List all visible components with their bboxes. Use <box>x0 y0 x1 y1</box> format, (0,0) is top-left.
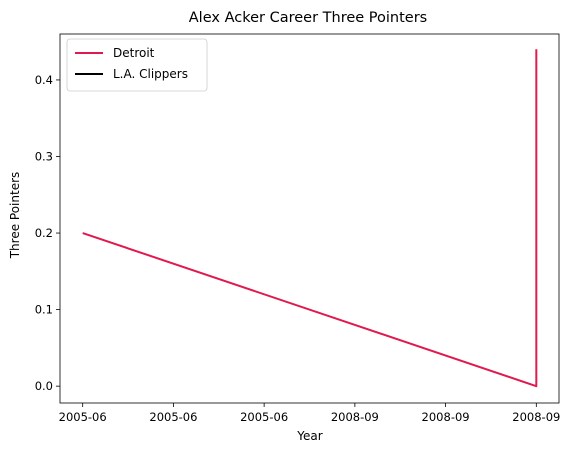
legend-label: L.A. Clippers <box>113 67 188 81</box>
series-line-detroit <box>82 49 538 388</box>
x-axis-label: Year <box>296 429 322 443</box>
x-tick-label: 2008-09 <box>512 410 560 424</box>
y-tick-label: 0.2 <box>35 226 53 240</box>
x-tick-label: 2005-06 <box>59 410 107 424</box>
plot-area <box>59 33 560 404</box>
y-tick-label: 0.1 <box>35 303 53 317</box>
legend-label: Detroit <box>113 46 155 60</box>
x-tick-label: 2008-09 <box>331 410 379 424</box>
y-tick-label: 0.0 <box>35 379 53 393</box>
x-axis: 2005-06 2005-06 2005-06 2008-09 2008-09 2008-… <box>59 403 560 424</box>
legend: Detroit L.A. Clippers <box>66 38 208 92</box>
y-tick-label: 0.3 <box>35 149 53 163</box>
y-tick-label: 0.4 <box>35 73 53 87</box>
x-tick-label: 2005-06 <box>240 410 288 424</box>
x-tick-label: 2008-09 <box>422 410 470 424</box>
series-lines <box>82 49 538 388</box>
x-tick-label: 2005-06 <box>149 410 197 424</box>
y-axis-label: Three Pointers <box>8 172 22 260</box>
y-axis: 0.0 0.1 0.2 0.3 0.4 <box>35 73 60 393</box>
chart-title: Alex Acker Career Three Pointers <box>189 10 427 26</box>
